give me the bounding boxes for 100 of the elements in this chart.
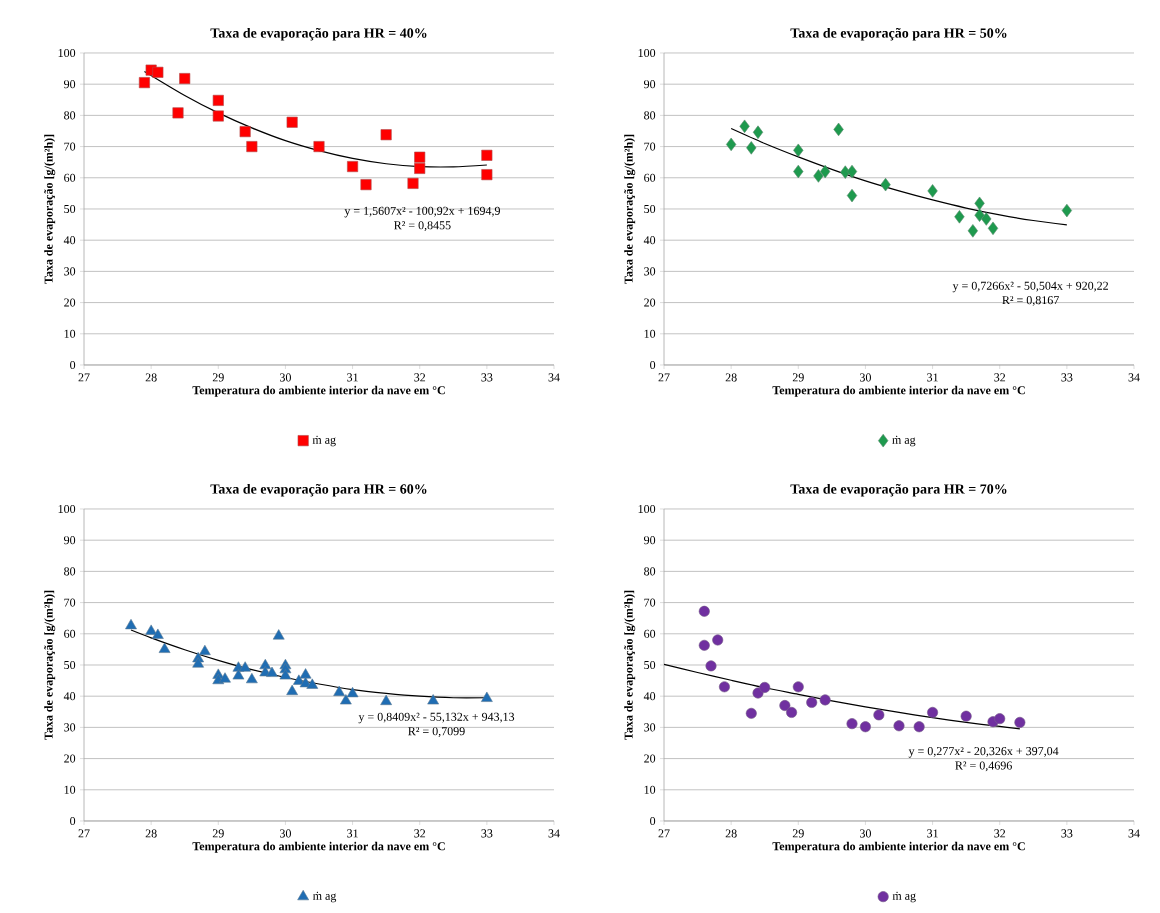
y-tick-label: 10 [644,785,656,794]
x-tick-label: 29 [792,373,804,382]
y-tick-label: 90 [643,80,656,89]
chart-title: Taxa de evaporação para HR = 70% [790,483,1007,497]
x-axis-title: Temperatura do ambiente interior da nave em °C [192,385,445,397]
x-tick-label: 34 [1128,373,1140,382]
x-tick-label: 31 [927,373,938,382]
x-tick-label: 30 [860,829,871,838]
legend-label: ṁ ag [312,891,337,903]
x-tick-label: 33 [1061,373,1073,382]
y-tick-label: 50 [644,660,656,670]
x-tick-label: 33 [481,829,493,838]
y-tick-label: 20 [644,754,656,763]
x-tick-label: 30 [280,373,291,382]
annotation: R² = 0,4696 [955,761,1012,772]
y-tick-label: 70 [644,598,656,607]
y-tick-label: 50 [64,204,76,214]
y-tick-label: 60 [64,173,76,182]
x-tick-label: 29 [212,373,224,382]
y-tick-label: 40 [643,236,656,245]
x-tick-label: 33 [481,373,493,382]
x-tick-label: 34 [1128,829,1140,838]
legend-label: ṁ ag [892,435,916,447]
x-tick-label: 28 [145,829,157,838]
y-tick-label: 80 [644,111,656,120]
x-tick-label: 33 [1061,829,1073,838]
y-tick-label: 40 [63,236,76,245]
y-tick-label: 70 [644,142,656,151]
x-tick-label: 27 [78,373,90,382]
x-tick-label: 29 [212,829,224,838]
x-tick-label: 28 [725,373,737,382]
legend-label: ṁ ag [892,891,916,903]
y-axis-title: Taxa de evaporação [g/(m²h)] [44,590,56,740]
y-tick-label: 100 [58,504,76,514]
y-tick-label: 20 [644,298,656,307]
y-tick-label: 20 [64,754,76,763]
y-tick-label: 80 [64,567,76,576]
x-axis-title: Temperatura do ambiente interior da nave em °C [192,841,445,853]
chart-title: Taxa de evaporação para HR = 50% [790,27,1007,41]
x-tick-label: 31 [927,829,938,838]
legend-label: ṁ ag [312,435,336,447]
x-axis-title: Temperatura do ambiente interior da nave em °C [772,841,1025,853]
x-tick-label: 32 [994,373,1006,382]
y-tick-label: 40 [643,692,656,701]
annotation: y = 0,277x² - 20,326x + 397,04 [908,747,1059,758]
y-tick-label: 90 [63,80,76,89]
x-tick-label: 32 [414,829,426,838]
annotation: R² = 0,8455 [394,221,451,232]
x-tick-label: 28 [145,373,157,382]
y-tick-label: 30 [64,267,76,276]
x-axis-title: Temperatura do ambiente interior da nave em °C [772,385,1025,397]
y-tick-label: 0 [70,816,76,826]
y-tick-label: 40 [63,692,76,701]
x-tick-label: 27 [658,373,670,382]
x-tick-label: 29 [792,829,804,838]
annotation: R² = 0,7099 [408,727,465,737]
y-tick-label: 80 [644,567,656,576]
y-tick-label: 70 [64,598,76,607]
y-tick-label: 60 [64,629,76,638]
y-tick-label: 10 [64,329,76,338]
x-tick-label: 31 [347,373,358,382]
y-tick-label: 0 [650,816,656,826]
x-tick-label: 30 [280,829,291,838]
x-tick-label: 28 [725,829,737,838]
chart-title: Taxa de evaporação para HR = 60% [210,483,427,497]
y-tick-label: 30 [644,267,656,276]
y-axis-title: Taxa de evaporação [g/(m²h)] [44,134,56,284]
annotation: R² = 0,8167 [1002,296,1059,306]
x-tick-label: 32 [414,373,426,382]
y-axis-title: Taxa de evaporação [g/(m²h)] [624,590,636,740]
annotation: y = 1,5607x² - 100,92x + 1694,9 [344,206,500,218]
y-tick-label: 90 [63,536,76,545]
y-tick-label: 100 [638,48,656,58]
y-tick-label: 10 [64,785,76,794]
y-tick-label: 60 [644,629,656,638]
x-tick-label: 31 [347,829,358,838]
annotation: y = 0,7266x² - 50,504x + 920,22 [952,281,1108,293]
x-tick-label: 27 [78,829,90,838]
y-tick-label: 0 [650,360,656,370]
x-tick-label: 34 [548,829,560,838]
chart-title: Taxa de evaporação para HR = 40% [210,27,427,41]
y-tick-label: 30 [64,723,76,732]
x-tick-label: 30 [860,373,871,382]
y-tick-label: 50 [644,204,656,214]
annotation: y = 0,8409x² - 55,132x + 943,13 [358,712,515,724]
y-tick-label: 90 [643,536,656,545]
y-tick-label: 30 [644,723,656,732]
y-tick-label: 50 [64,660,76,670]
y-tick-label: 70 [64,142,76,151]
x-tick-label: 32 [994,829,1006,838]
y-tick-label: 60 [644,173,656,182]
y-tick-label: 20 [64,298,76,307]
y-tick-label: 80 [64,111,76,120]
y-tick-label: 100 [58,48,76,58]
x-tick-label: 27 [658,829,670,838]
y-tick-label: 100 [638,504,656,514]
y-axis-title: Taxa de evaporação [g/(m²h)] [624,134,636,284]
x-tick-label: 34 [548,373,560,382]
y-tick-label: 0 [70,360,76,370]
y-tick-label: 10 [644,329,656,338]
